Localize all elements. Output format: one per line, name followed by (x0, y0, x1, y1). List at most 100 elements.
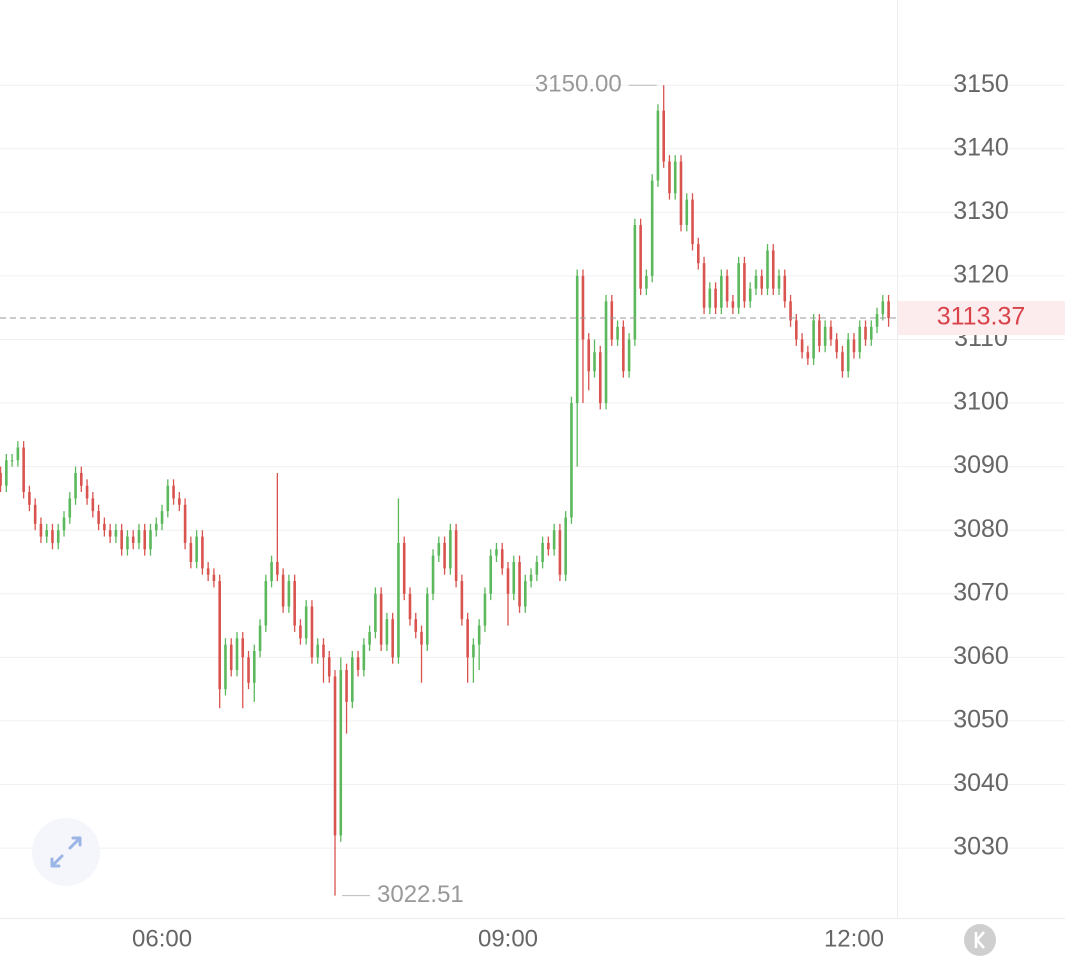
body (397, 542, 400, 658)
body (541, 542, 544, 562)
body (247, 657, 250, 683)
body (154, 523, 158, 531)
body (668, 161, 671, 194)
body (131, 536, 135, 543)
body (777, 275, 781, 289)
body (68, 498, 72, 518)
body (103, 523, 106, 531)
body (114, 530, 118, 537)
body (806, 352, 810, 359)
body (610, 301, 614, 340)
body (368, 631, 371, 645)
body (201, 536, 204, 569)
body (5, 460, 8, 486)
body (345, 670, 348, 702)
y-tick-label: 3050 (953, 706, 1009, 734)
body (276, 561, 279, 575)
body (800, 339, 804, 353)
body (587, 339, 591, 372)
body (754, 275, 758, 289)
body (379, 593, 383, 645)
body (650, 180, 654, 276)
body (466, 619, 469, 658)
body (235, 638, 239, 671)
y-tick-label: 3090 (953, 451, 1009, 479)
body (97, 511, 100, 524)
body (137, 530, 141, 543)
body (524, 581, 527, 607)
body (408, 593, 412, 620)
body (725, 275, 729, 302)
body (783, 275, 787, 302)
body (616, 326, 619, 340)
body (149, 530, 152, 550)
body (195, 536, 198, 562)
body (748, 288, 752, 302)
y-tick-label: 3070 (953, 578, 1009, 606)
body (846, 339, 850, 372)
body (0, 472, 2, 486)
body (771, 250, 775, 289)
body (85, 485, 89, 499)
x-tick-label: 09:00 (478, 925, 538, 952)
body (472, 644, 475, 658)
body (33, 504, 37, 524)
body (731, 301, 735, 308)
body (160, 511, 164, 524)
body (172, 485, 175, 499)
body (795, 320, 798, 340)
body (627, 339, 631, 372)
body (518, 561, 521, 607)
body (51, 530, 54, 543)
body (80, 472, 83, 486)
body (385, 619, 389, 645)
body (875, 314, 879, 327)
body (789, 301, 792, 321)
body (673, 161, 677, 194)
body (108, 530, 112, 537)
body (316, 644, 320, 658)
collapse-button-bg[interactable] (964, 924, 996, 956)
body (322, 644, 325, 658)
body (120, 530, 123, 550)
body (645, 275, 648, 289)
expand-button-bg[interactable] (32, 818, 100, 886)
body (420, 631, 423, 645)
min-label: 3022.51 (377, 881, 464, 908)
body (564, 517, 567, 575)
body (483, 593, 487, 626)
body (823, 326, 827, 346)
body (858, 326, 862, 353)
collapse-button[interactable] (964, 924, 996, 956)
body (818, 320, 821, 346)
body (835, 339, 838, 353)
body (229, 644, 233, 671)
body (760, 275, 764, 289)
body (437, 542, 441, 556)
body (558, 530, 562, 575)
body (362, 644, 366, 671)
body (570, 403, 573, 518)
body (183, 504, 187, 543)
body (374, 593, 377, 632)
y-tick-label: 3130 (953, 197, 1009, 225)
collapse-icon[interactable] (974, 931, 985, 949)
body (552, 530, 556, 550)
body (126, 536, 129, 550)
body (327, 657, 331, 677)
body (696, 244, 700, 264)
y-tick-label: 3140 (953, 133, 1009, 161)
body (766, 250, 769, 289)
y-tick-label: 3100 (953, 388, 1009, 416)
body (852, 339, 856, 353)
body (391, 619, 394, 658)
body (535, 561, 539, 575)
body (702, 263, 706, 308)
body (166, 485, 170, 512)
expand-button[interactable] (32, 818, 100, 886)
expand-icon[interactable] (50, 836, 82, 868)
body (178, 498, 181, 505)
body (339, 670, 343, 836)
y-tick-label: 3040 (953, 769, 1009, 797)
body (662, 110, 665, 162)
